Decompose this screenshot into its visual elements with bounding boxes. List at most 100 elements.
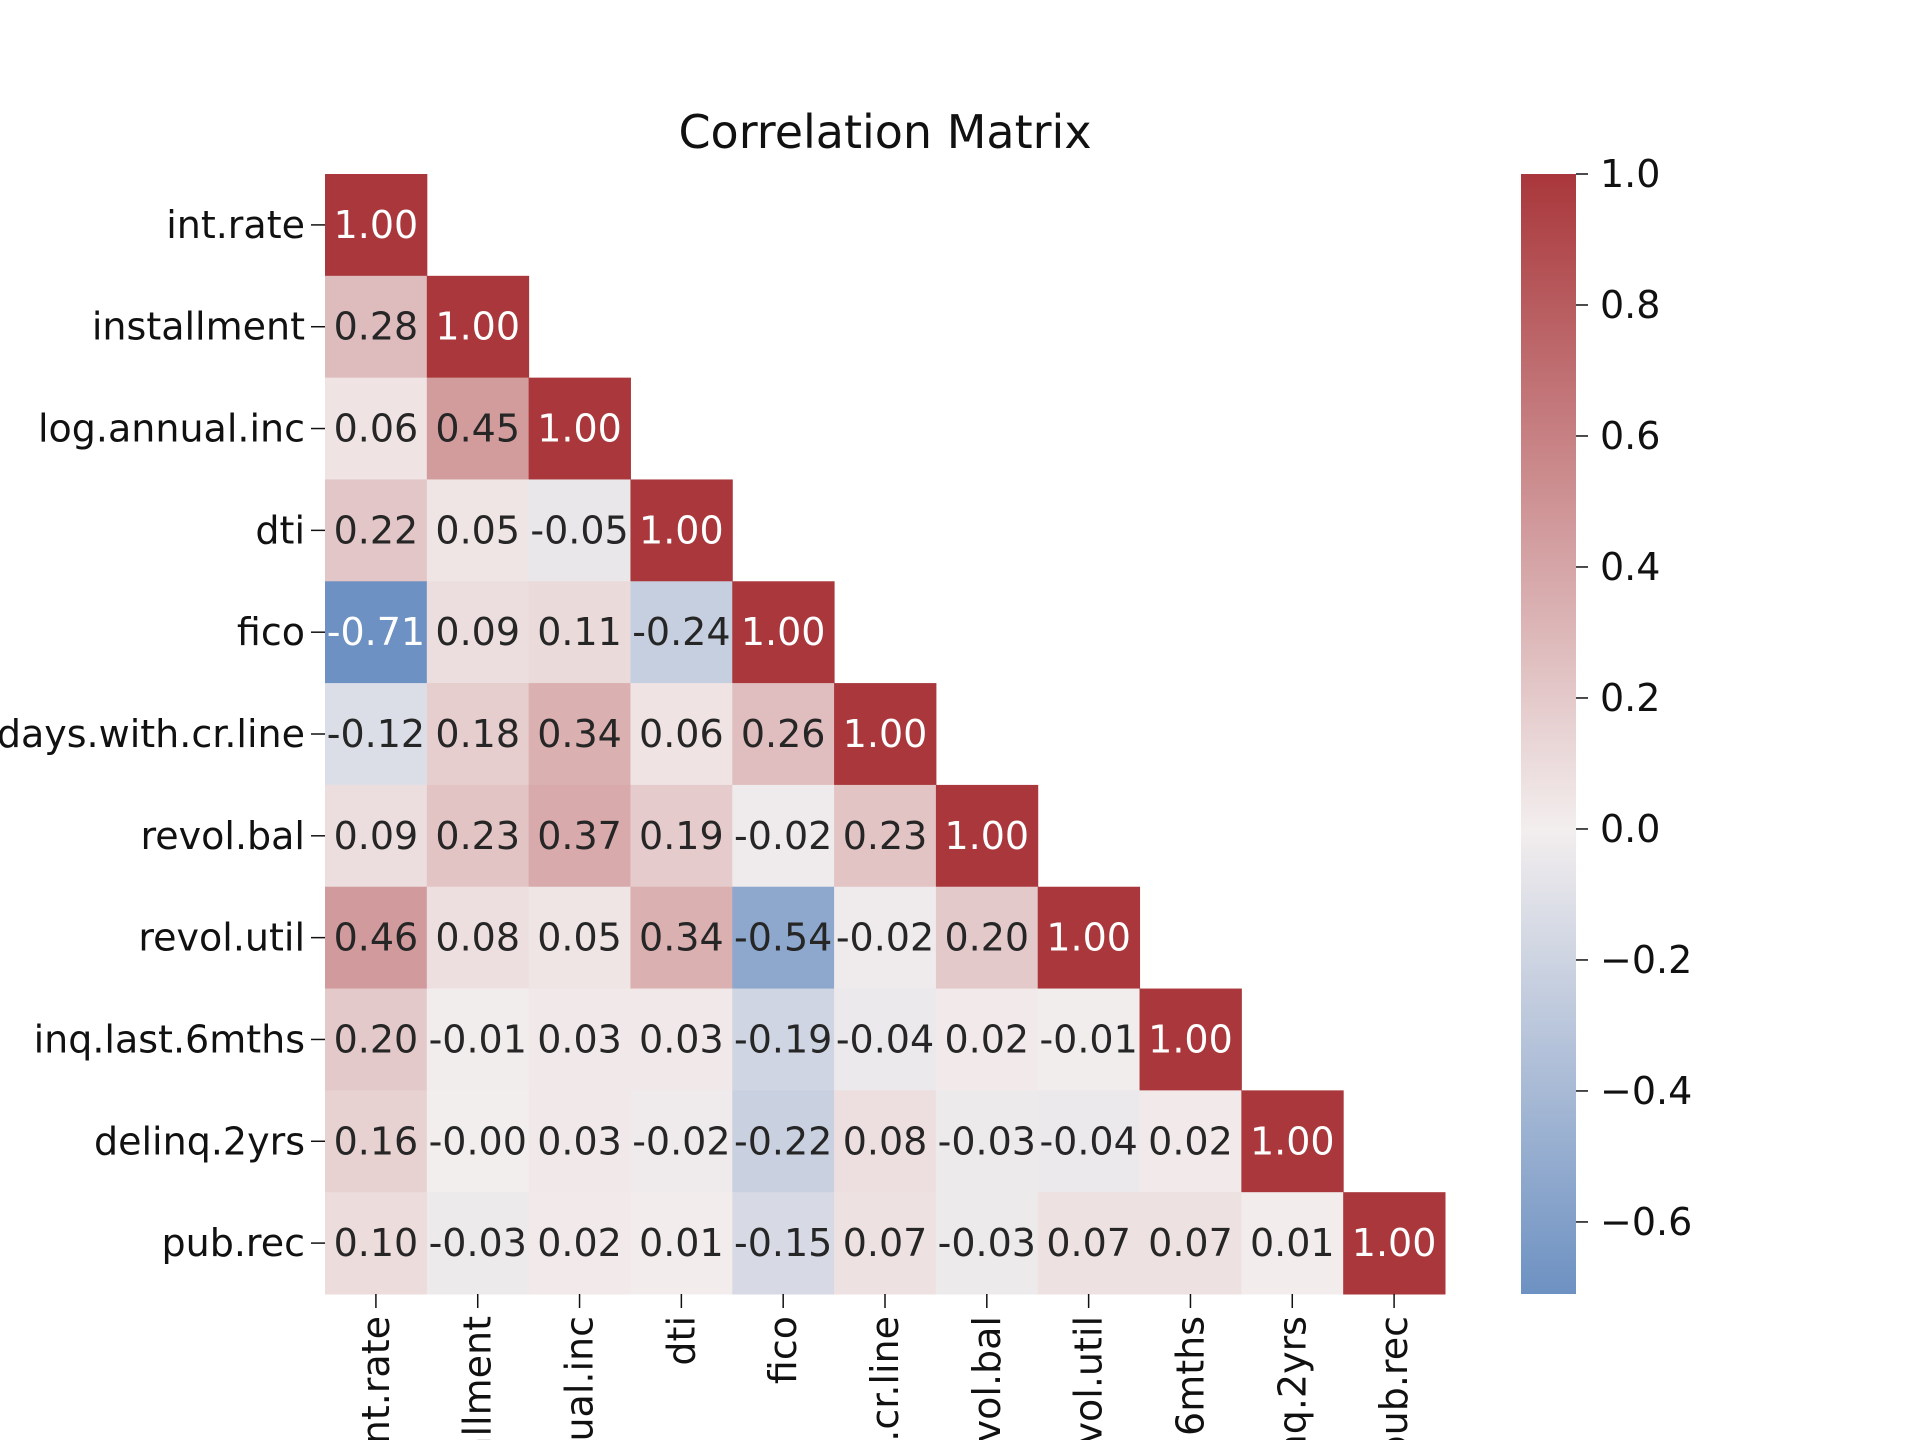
cell-label: 0.37 [537, 814, 622, 858]
heatmap-cell [630, 1090, 733, 1193]
heatmap-cell [325, 174, 428, 277]
cell-label: 0.08 [843, 1119, 928, 1163]
heatmap-cell [426, 581, 530, 684]
heatmap-cell [426, 377, 530, 480]
heatmap-cell [528, 581, 631, 684]
heatmap-cell [630, 581, 733, 684]
chart-title: Correlation Matrix [678, 105, 1091, 159]
heatmap-cell [528, 1090, 631, 1193]
heatmap-cell [732, 1192, 835, 1295]
heatmap-cell [528, 479, 631, 582]
colorbar-tick-label: 0.2 [1600, 676, 1660, 720]
heatmap-cell [834, 683, 937, 786]
heatmap-cell [1139, 1090, 1242, 1193]
heatmap-cell [426, 479, 530, 582]
cell-label: 0.11 [537, 610, 622, 654]
colorbar-tick-label: −0.4 [1600, 1069, 1692, 1113]
heatmap-cell [630, 479, 733, 582]
cell-label: -0.24 [632, 610, 730, 654]
heatmap-cell [1139, 1192, 1242, 1295]
heatmap-cell [732, 683, 835, 786]
x-tick-label: days.with.cr.line [863, 1316, 907, 1440]
heatmap-cell [630, 886, 733, 990]
cell-label: 1.00 [1046, 916, 1131, 960]
y-tick-label: revol.bal [140, 814, 305, 858]
y-tick-label: revol.util [138, 916, 305, 960]
cell-label: 1.00 [435, 305, 520, 349]
y-tick-label: delinq.2yrs [94, 1119, 305, 1163]
x-tick-label: delinq.2yrs [1270, 1316, 1314, 1440]
cell-label: 0.07 [1148, 1221, 1233, 1265]
cell-label: 0.07 [843, 1221, 928, 1265]
cell-label: 0.34 [639, 916, 724, 960]
x-tick-label: pub.rec [1372, 1316, 1416, 1440]
cell-label: -0.03 [429, 1221, 527, 1265]
cell-label: -0.15 [734, 1221, 832, 1265]
cell-label: 0.05 [537, 916, 622, 960]
cell-label: 0.09 [435, 610, 520, 654]
heatmap-cell [426, 683, 530, 786]
heatmap-cell [732, 581, 835, 684]
heatmap-cell [528, 988, 631, 1091]
heatmap-cell [630, 683, 733, 786]
cell-label: -0.71 [327, 610, 425, 654]
heatmap-cell [1037, 988, 1141, 1091]
cell-label: 0.02 [1148, 1119, 1233, 1163]
colorbar-tick-label: 0.6 [1600, 414, 1660, 458]
cell-label: 0.02 [537, 1221, 622, 1265]
cell-label: 0.18 [435, 712, 520, 756]
cell-label: -0.19 [734, 1017, 832, 1061]
heatmap-cell [426, 886, 530, 990]
heatmap-cell [732, 1090, 835, 1193]
cell-label: 0.45 [435, 407, 520, 451]
x-tick-label: revol.util [1067, 1316, 1111, 1440]
heatmap-cell [1037, 1192, 1141, 1295]
cell-label: -0.04 [1039, 1119, 1137, 1163]
heatmap-cell [834, 1090, 937, 1193]
cell-label: -0.03 [938, 1119, 1036, 1163]
cell-label: -0.01 [1039, 1017, 1137, 1061]
colorbar-tick-label: −0.6 [1600, 1200, 1692, 1244]
heatmap-cell [834, 1192, 937, 1295]
heatmap-cell [935, 886, 1039, 990]
heatmap-cell [528, 784, 631, 888]
cell-label: 1.00 [639, 508, 724, 552]
heatmap-cell [630, 1192, 733, 1295]
heatmap-cell [834, 886, 937, 990]
cell-label: 0.23 [435, 814, 520, 858]
cell-label: 0.20 [334, 1017, 419, 1061]
cell-label: 0.34 [537, 712, 622, 756]
y-tick-label: inq.last.6mths [34, 1017, 305, 1061]
heatmap-cell [935, 784, 1039, 888]
cell-label: 0.06 [639, 712, 724, 756]
y-tick-label: int.rate [166, 203, 305, 247]
cell-label: 0.05 [435, 508, 520, 552]
y-tick-label: days.with.cr.line [0, 712, 305, 756]
cell-label: 0.10 [334, 1221, 419, 1265]
cell-label: 1.00 [945, 814, 1030, 858]
heatmap-cell [732, 784, 835, 888]
heatmap-cell [325, 581, 428, 684]
y-tick-label: installment [92, 305, 305, 349]
cell-label: 0.26 [741, 712, 826, 756]
heatmap-cell [1037, 1090, 1141, 1193]
cell-label: 0.01 [639, 1221, 724, 1265]
heatmap-cell [630, 784, 733, 888]
cell-label: 0.01 [1250, 1221, 1335, 1265]
heatmap-cell [1241, 1192, 1344, 1295]
heatmap-cell [528, 1192, 631, 1295]
x-tick-label: log.annual.inc [558, 1316, 602, 1440]
heatmap-cell [732, 988, 835, 1091]
cell-label: 0.19 [639, 814, 724, 858]
heatmap-cell [325, 275, 428, 379]
cell-label: -0.22 [734, 1119, 832, 1163]
cell-label: 0.23 [843, 814, 928, 858]
y-tick-label: log.annual.inc [38, 407, 305, 451]
heatmap-cell [1343, 1192, 1446, 1295]
heatmap-cell [325, 479, 428, 582]
cell-label: -0.01 [429, 1017, 527, 1061]
heatmap-cell [935, 1192, 1039, 1295]
heatmap-cell [935, 1090, 1039, 1193]
cell-label: 0.20 [945, 916, 1030, 960]
